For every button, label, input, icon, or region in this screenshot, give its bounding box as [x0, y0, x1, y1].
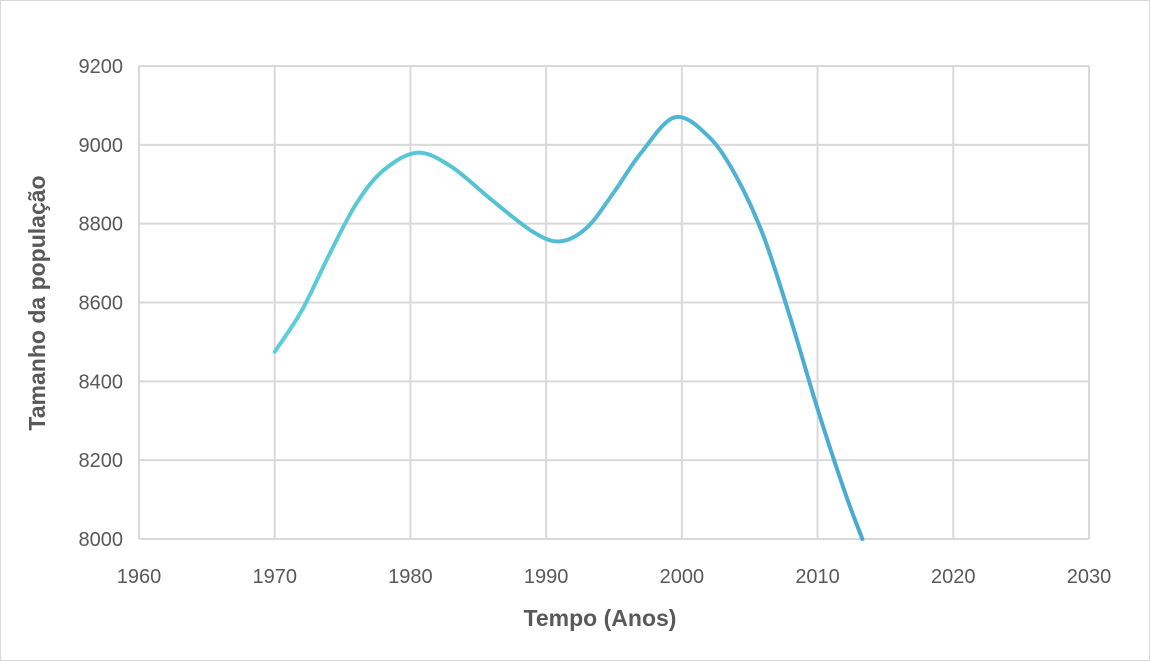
gridlines: [138, 65, 1090, 540]
x-tick-label: 1970: [252, 566, 297, 588]
x-axis-label: Tempo (Anos): [524, 605, 677, 631]
y-axis-ticks: 8000 8200 8400 8600 8800 9000 9200: [79, 56, 124, 551]
y-axis-label: Tamanho da população: [24, 175, 50, 430]
y-tick-label: 8200: [79, 450, 124, 472]
y-tick-label: 8400: [79, 371, 124, 393]
x-tick-label: 2020: [931, 566, 976, 588]
x-tick-label: 1960: [117, 566, 162, 588]
y-tick-label: 8000: [79, 529, 124, 551]
y-tick-label: 9000: [79, 135, 124, 157]
x-tick-label: 1980: [388, 566, 433, 588]
y-tick-label: 9200: [79, 56, 124, 78]
y-tick-label: 8600: [79, 293, 124, 315]
x-tick-label: 2000: [660, 566, 705, 588]
y-tick-label: 8800: [79, 214, 124, 236]
series-line: [272, 114, 865, 541]
x-tick-label: 2010: [795, 566, 840, 588]
x-axis-ticks: 1960 1970 1980 1990 2000 2010 2020 2030: [117, 566, 1112, 588]
x-tick-label: 2030: [1067, 566, 1112, 588]
x-tick-label: 1990: [524, 566, 569, 588]
